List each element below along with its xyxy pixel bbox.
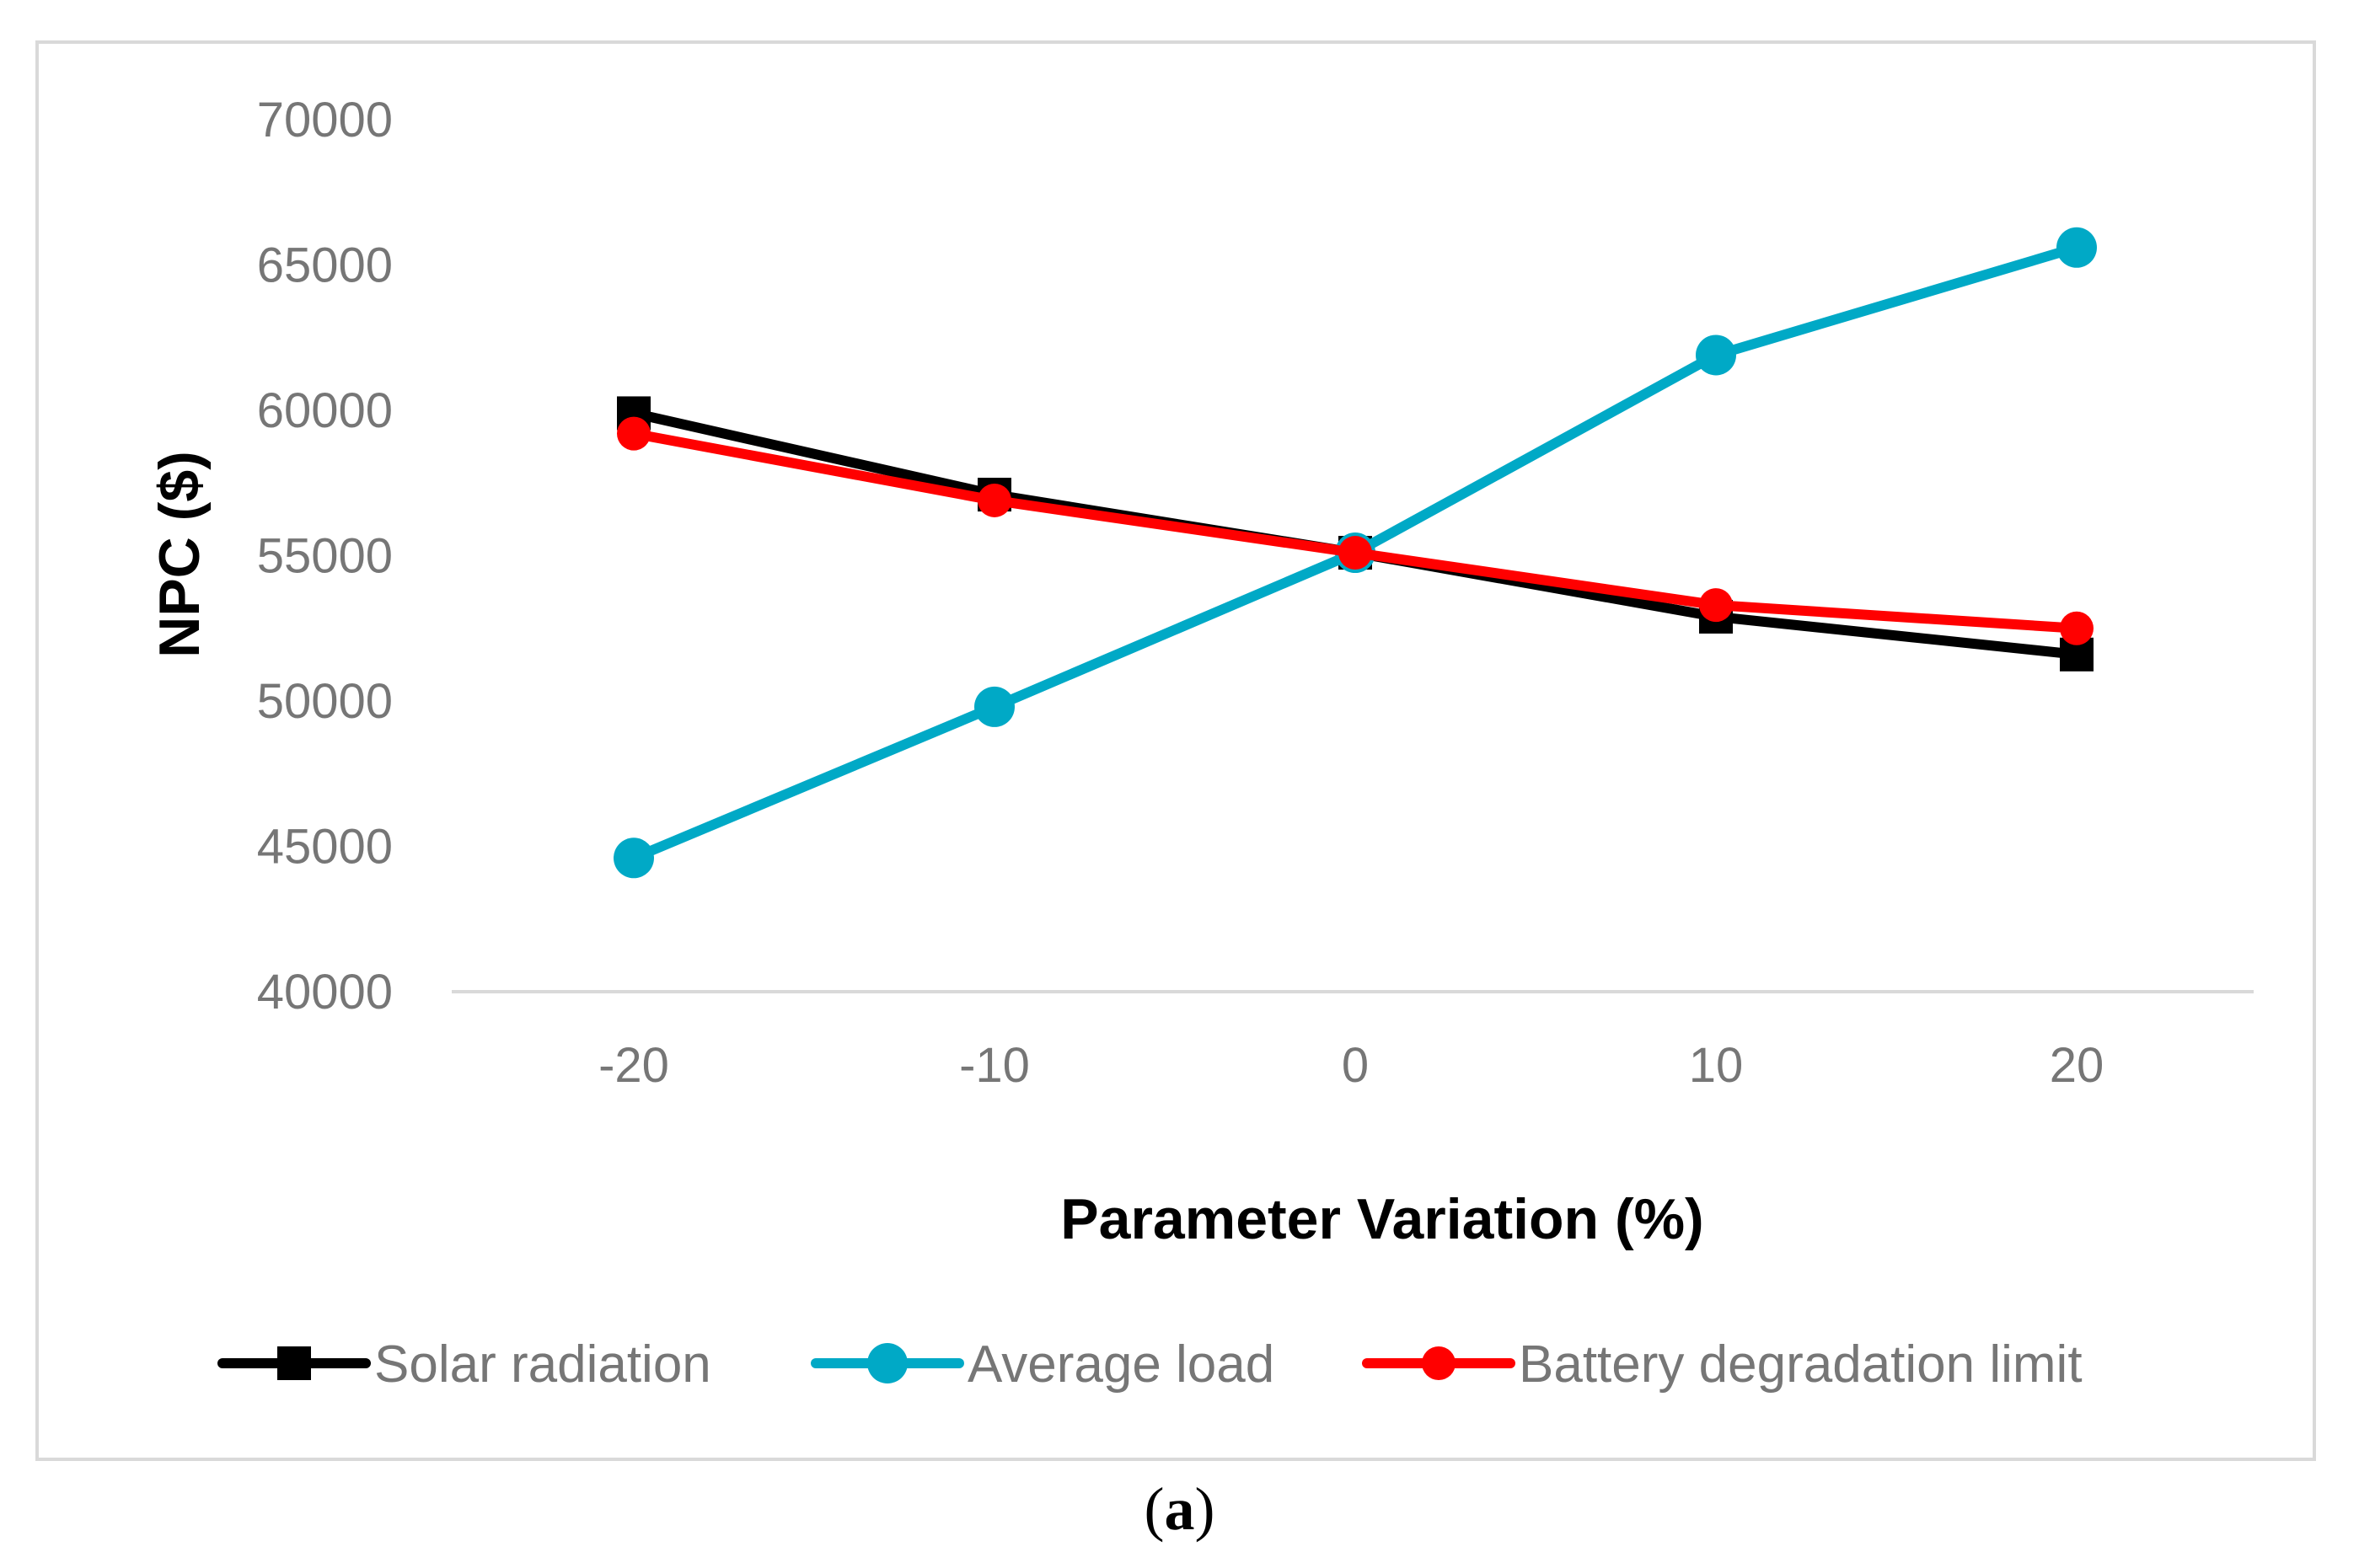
legend-label: Solar radiation xyxy=(374,1335,711,1394)
x-tick-label: -10 xyxy=(959,1038,1030,1093)
y-tick-label: 65000 xyxy=(257,238,393,293)
x-tick-label: -20 xyxy=(598,1038,669,1093)
chart-frame: 40000 45000 50000 55000 60000 65000 70000 -20-… xyxy=(35,40,2316,1461)
y-axis-title: NPC ($) xyxy=(147,451,212,658)
series-layer xyxy=(614,227,2097,879)
legend-label: Battery degradation limit xyxy=(1519,1335,2083,1394)
panel-caption: (a) xyxy=(0,1474,2359,1544)
data-point-marker xyxy=(1338,536,1372,570)
legend-swatch-marker xyxy=(867,1343,908,1383)
legend-label: Average load xyxy=(968,1335,1274,1394)
data-point-marker xyxy=(617,416,651,451)
legend-item: Battery degradation limit xyxy=(1362,1335,2083,1394)
caption-letter: a xyxy=(1164,1475,1195,1543)
series-battery-degradation-limit xyxy=(617,416,2094,645)
data-point-marker xyxy=(2056,227,2097,268)
y-tick-label: 70000 xyxy=(257,93,393,147)
legend: Solar radiation Average load Battery degra… xyxy=(217,1335,2083,1394)
caption-close: ) xyxy=(1194,1475,1215,1543)
x-tick-label: 20 xyxy=(2050,1038,2104,1093)
legend-swatch-marker xyxy=(277,1346,311,1380)
data-point-marker xyxy=(1699,588,1733,623)
legend-swatch-marker xyxy=(1422,1346,1456,1380)
y-tick-label: 55000 xyxy=(257,529,393,584)
data-point-marker xyxy=(974,686,1015,727)
y-axis-ticks: 40000 45000 50000 55000 60000 65000 70000 xyxy=(257,93,393,1019)
legend-item: Solar radiation xyxy=(217,1335,711,1394)
y-tick-label: 40000 xyxy=(257,965,393,1019)
data-point-marker xyxy=(2060,611,2094,645)
y-tick-label: 60000 xyxy=(257,383,393,438)
x-axis-title: Parameter Variation (%) xyxy=(1060,1187,1703,1251)
x-axis-ticks: -20 -10 0 10 20 xyxy=(598,1038,2104,1093)
data-point-marker xyxy=(1696,334,1736,376)
data-point-marker xyxy=(614,838,654,879)
y-tick-label: 45000 xyxy=(257,820,393,875)
data-point-marker xyxy=(978,483,1011,517)
caption-open: ( xyxy=(1144,1475,1165,1543)
x-tick-label: 10 xyxy=(1689,1038,1744,1093)
y-tick-label: 50000 xyxy=(257,674,393,729)
x-tick-label: 0 xyxy=(1342,1038,1369,1093)
legend-item: Average load xyxy=(811,1335,1274,1394)
